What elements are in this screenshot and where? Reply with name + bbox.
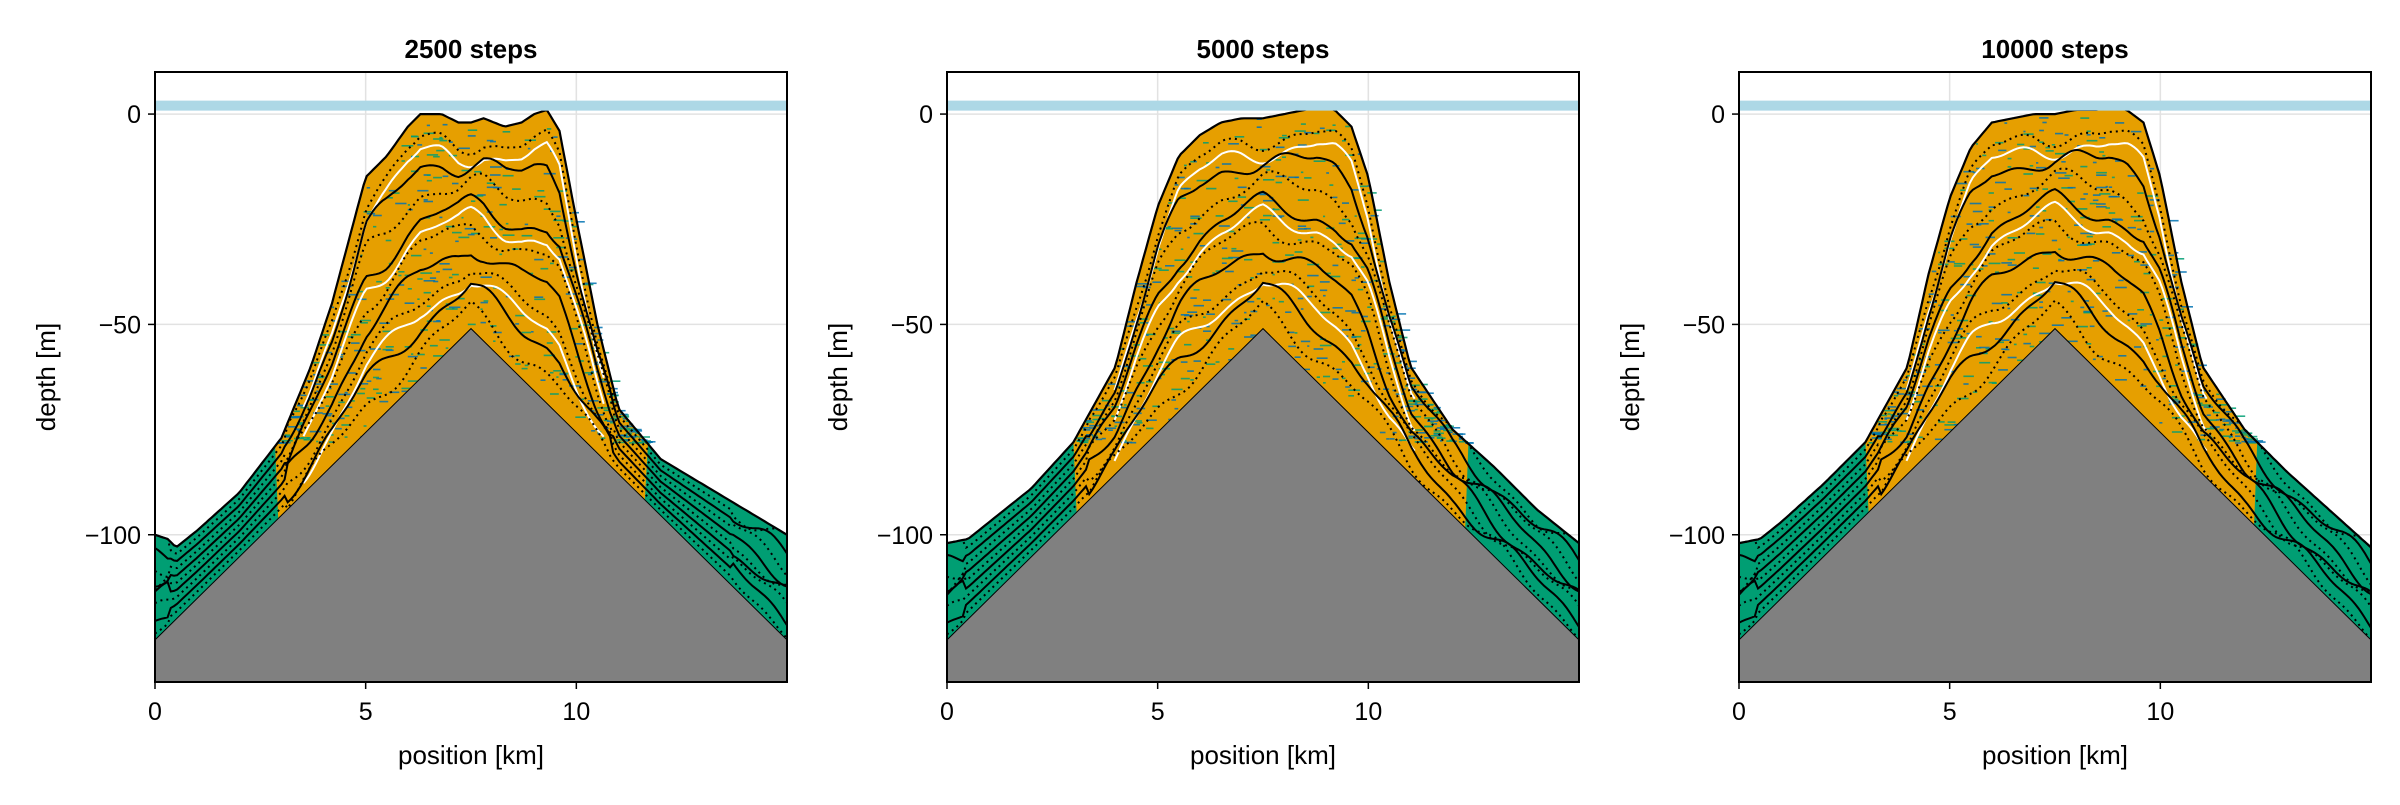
x-tick-label: 5 bbox=[359, 698, 373, 726]
lagoon-facies bbox=[947, 106, 1579, 544]
x-axis-label: position [km] bbox=[1982, 740, 2128, 770]
x-axis-label: position [km] bbox=[1190, 740, 1336, 770]
axes-frame bbox=[1738, 71, 2372, 683]
layer-surface bbox=[155, 193, 787, 588]
y-tick-label: −50 bbox=[1683, 311, 1725, 339]
layer-surface bbox=[155, 282, 787, 626]
layer-surface bbox=[1739, 188, 2371, 595]
facies-boundary bbox=[302, 205, 605, 437]
layer-surface bbox=[155, 157, 787, 562]
x-tick-label: 0 bbox=[1732, 698, 1746, 726]
facies-boundary bbox=[1113, 282, 1416, 462]
lagoon-facies bbox=[1739, 106, 2371, 548]
layer-surface bbox=[947, 170, 1579, 583]
basement bbox=[947, 327, 1579, 682]
x-tick-label: 10 bbox=[2146, 698, 2174, 726]
facies-boundary bbox=[302, 284, 605, 484]
panel-title: 10000 steps bbox=[1981, 34, 2128, 64]
basement bbox=[1739, 327, 2371, 682]
layer-surface bbox=[947, 281, 1579, 628]
layer-surface bbox=[947, 152, 1579, 563]
y-tick-label: −100 bbox=[1669, 522, 1725, 550]
layer-surface bbox=[1739, 281, 2371, 629]
y-axis-label: depth [m] bbox=[823, 323, 853, 431]
y-axis-label: depth [m] bbox=[1615, 323, 1645, 431]
y-tick-label: 0 bbox=[1711, 101, 1725, 129]
facies-boundary bbox=[1905, 281, 2208, 462]
axes-frame bbox=[154, 71, 788, 683]
y-tick-label: 0 bbox=[127, 101, 141, 129]
layer-surface bbox=[1739, 148, 2371, 565]
sediment-surface bbox=[947, 104, 1579, 545]
layer-surface bbox=[947, 252, 1579, 596]
panel-3: 0 5 10 0 −50 −100 10000 steps position [km] dept… bbox=[1615, 34, 2372, 770]
layer-surface bbox=[1739, 250, 2371, 596]
layer-surface bbox=[947, 190, 1579, 593]
layer-surface bbox=[1739, 218, 2371, 595]
x-axis-label: position [km] bbox=[398, 740, 544, 770]
x-tick-label: 10 bbox=[562, 698, 590, 726]
layer-surface bbox=[947, 221, 1579, 595]
y-axis-label: depth [m] bbox=[31, 323, 61, 431]
layer-surface bbox=[1739, 129, 2371, 549]
layer-surface bbox=[1739, 167, 2371, 586]
panel-title: 5000 steps bbox=[1197, 34, 1330, 64]
facies-boundary bbox=[1905, 200, 2208, 432]
x-tick-label: 10 bbox=[1354, 698, 1382, 726]
x-tick-label: 5 bbox=[1151, 698, 1165, 726]
y-tick-label: −50 bbox=[891, 311, 933, 339]
x-tick-label: 0 bbox=[148, 698, 162, 726]
y-tick-label: −50 bbox=[99, 311, 141, 339]
y-tick-label: 0 bbox=[919, 101, 933, 129]
layer-surface bbox=[947, 299, 1579, 640]
panel-title: 2500 steps bbox=[405, 34, 538, 64]
layer-surface bbox=[155, 254, 787, 593]
facies-boundary bbox=[1113, 203, 1416, 432]
x-tick-label: 5 bbox=[1943, 698, 1957, 726]
sediment-surface bbox=[155, 108, 787, 548]
layer-surface bbox=[947, 129, 1579, 549]
panel-2: 0 5 10 0 −50 −100 5000 steps position [km] depth… bbox=[823, 34, 1580, 770]
basement bbox=[155, 327, 787, 682]
panel-1: 0 5 10 0 −50 −100 2500 steps position [km] depth… bbox=[31, 34, 788, 770]
sediment-surface bbox=[1739, 104, 2371, 549]
layer-surface bbox=[155, 223, 787, 591]
y-tick-label: −100 bbox=[85, 522, 141, 550]
x-tick-label: 0 bbox=[940, 698, 954, 726]
y-tick-label: −100 bbox=[877, 522, 933, 550]
axes-frame bbox=[946, 71, 1580, 683]
